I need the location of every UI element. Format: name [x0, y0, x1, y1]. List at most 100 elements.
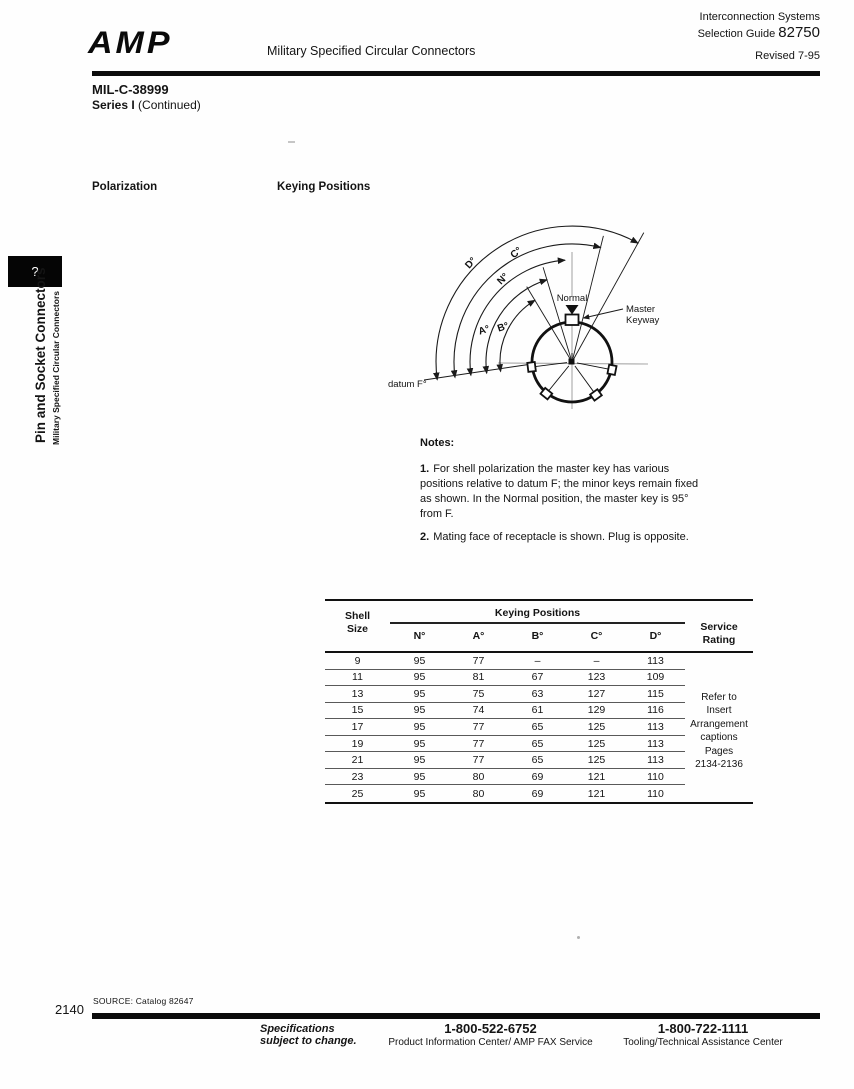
- note-1-line-1: For shell polarization the master key ha…: [433, 463, 670, 475]
- cell: 77: [472, 737, 485, 750]
- phone-number: 1-800-722-1111: [657, 1021, 749, 1036]
- cell: 95: [413, 704, 426, 717]
- service-note-line: Insert: [706, 705, 732, 717]
- datum-line: [423, 363, 533, 381]
- col-a: A°: [472, 629, 485, 642]
- master-keyway-notch: [564, 313, 580, 326]
- crosshair-lines: [497, 252, 649, 409]
- disclaimer-line-2: subject to change.: [260, 1035, 357, 1047]
- sidebar-subtitle-vertical: Military Specified Circular Connectors: [51, 291, 61, 445]
- service-note-line: Pages: [704, 745, 734, 757]
- cell: 81: [472, 671, 485, 684]
- keying-positions-table: Shell Size Keying Positions N° A° B° C° …: [325, 599, 753, 804]
- minor-keyways: [526, 361, 618, 402]
- cell: 113: [647, 654, 664, 667]
- cell: –: [534, 654, 541, 667]
- column-header-shell-size: Shell Size: [325, 601, 390, 651]
- label-b: B°: [496, 321, 510, 335]
- cell: 13: [351, 687, 364, 700]
- cell: 63: [531, 687, 544, 700]
- cell: 17: [351, 720, 364, 733]
- cell: 110: [647, 770, 664, 783]
- cell: 95: [413, 754, 426, 767]
- service-line-2: Rating: [702, 634, 736, 646]
- cell: 113: [647, 737, 664, 750]
- header-right-block: Interconnection Systems Selection Guide …: [698, 10, 820, 64]
- cell: 11: [352, 671, 363, 684]
- table-row: 21 95 77 65 125 113: [325, 752, 685, 769]
- keying-subheaders: N° A° B° C° D°: [390, 624, 685, 642]
- series-continued: (Continued): [134, 98, 201, 112]
- guide-number: 82750: [778, 24, 820, 41]
- cell: 77: [472, 654, 485, 667]
- phone-label: Product Information Center/ AMP FAX Serv…: [388, 1037, 593, 1048]
- cell: 95: [413, 770, 426, 783]
- shell-line-1: Shell: [344, 610, 371, 622]
- cell: 75: [472, 687, 485, 700]
- cell: 125: [587, 720, 606, 733]
- guide-prefix: Selection Guide: [697, 28, 779, 40]
- cell: 95: [413, 787, 426, 800]
- cell: 74: [472, 704, 485, 717]
- table-row: 19 95 77 65 125 113: [325, 736, 685, 753]
- table-row: 11 95 81 67 123 109: [325, 670, 685, 687]
- cell: 80: [472, 770, 485, 783]
- table-rows: 9 95 77 – – 113 11 95 81 67 123 109 13 95 75 63 127 115…: [325, 653, 685, 802]
- label-normal: Normal: [557, 293, 588, 304]
- keying-diagram: D° C° N° A° B° datum F° Normal Master Ke…: [388, 225, 660, 409]
- label-master: Master: [626, 304, 655, 315]
- cell: 21: [351, 754, 364, 767]
- service-line-1: Service: [700, 621, 738, 633]
- cell: 67: [531, 671, 544, 684]
- note-1: 1. For shell polarization the master key …: [420, 462, 755, 522]
- source-note: SOURCE: Catalog 82647: [93, 996, 194, 1006]
- service-note-line: 2134-2136: [695, 759, 743, 771]
- cell: 9: [354, 654, 361, 667]
- table-row: 15 95 74 61 129 116: [325, 703, 685, 720]
- service-rating-note: Refer to Insert Arrangement captions Pag…: [685, 653, 753, 802]
- service-note-line: Refer to: [701, 691, 737, 703]
- cell: 109: [646, 671, 665, 684]
- cell: 95: [413, 737, 426, 750]
- cell: 65: [531, 737, 544, 750]
- cell: 65: [531, 754, 544, 767]
- col-b: B°: [531, 629, 544, 642]
- sidebar-title-vertical: Pin and Socket Connectors: [33, 267, 48, 443]
- cell: 95: [413, 687, 426, 700]
- cell: 65: [531, 720, 544, 733]
- scan-artifact: [577, 936, 580, 939]
- cell: 77: [472, 754, 485, 767]
- col-n: N°: [413, 629, 426, 642]
- cell: 69: [531, 770, 544, 783]
- shell-line-2: Size: [346, 623, 368, 635]
- footer-rule: [92, 1013, 820, 1019]
- cell: 125: [587, 754, 606, 767]
- cell: 127: [587, 687, 606, 700]
- label-a: A°: [477, 324, 491, 338]
- cell: 95: [413, 671, 426, 684]
- col-d: D°: [649, 629, 662, 642]
- note-2: 2. Mating face of receptacle is shown. Pl…: [420, 530, 755, 545]
- footer-phone-product-info: 1-800-522-6752 Product Information Cente…: [383, 1021, 598, 1048]
- phone-number: 1-800-522-6752: [444, 1021, 537, 1036]
- service-note-line: Arrangement: [690, 718, 748, 730]
- cell: 61: [531, 704, 544, 717]
- cell: 129: [587, 704, 606, 717]
- table-header: Shell Size Keying Positions N° A° B° C° …: [325, 601, 753, 653]
- cell: 123: [587, 671, 606, 684]
- label-d: D°: [463, 255, 479, 271]
- header-rule: [92, 71, 820, 76]
- scan-artifact: [288, 141, 295, 143]
- label-keyway: Keyway: [626, 315, 660, 326]
- label-n: N°: [495, 271, 511, 287]
- note-1-line-2: positions relative to datum F; the minor…: [420, 478, 699, 490]
- note-2-text: Mating face of receptacle is shown. Plug…: [433, 531, 689, 543]
- angle-arcs: [433, 225, 639, 381]
- note-1-number: 1.: [420, 463, 430, 475]
- arc-d: [433, 225, 639, 381]
- cell: 19: [351, 737, 364, 750]
- angle-lines: [526, 232, 645, 363]
- cell: 25: [351, 787, 364, 800]
- note-1-line-4: from F.: [420, 508, 454, 520]
- table-row: 9 95 77 – – 113: [325, 653, 685, 670]
